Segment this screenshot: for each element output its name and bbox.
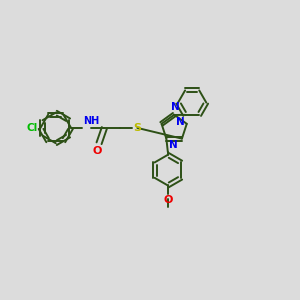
Text: S: S xyxy=(133,123,141,133)
Text: O: O xyxy=(163,196,172,206)
Text: NH: NH xyxy=(83,116,100,126)
Text: N: N xyxy=(176,117,184,127)
Text: Cl: Cl xyxy=(27,123,38,133)
Text: O: O xyxy=(93,146,102,156)
Text: N: N xyxy=(169,140,178,150)
Text: N: N xyxy=(171,102,180,112)
